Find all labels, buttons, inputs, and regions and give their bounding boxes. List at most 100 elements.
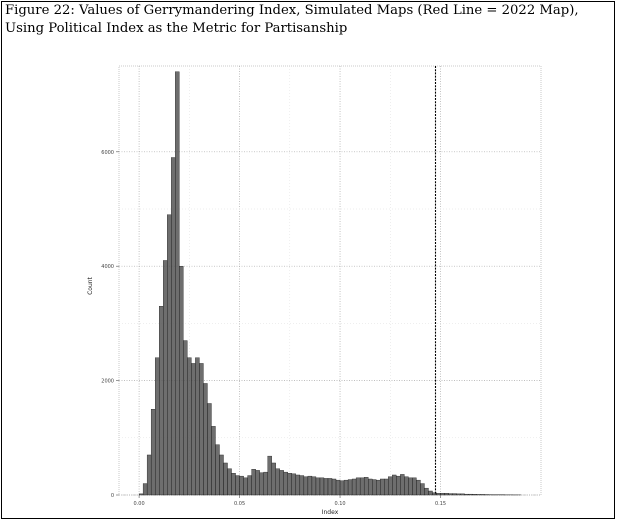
histogram-bar <box>315 477 321 496</box>
histogram-bar <box>287 473 292 496</box>
y-tick-label: 6000 <box>101 150 114 156</box>
histogram-bar <box>327 478 333 496</box>
histogram-bar <box>179 266 184 496</box>
histogram-bar <box>404 476 409 496</box>
histogram-bar <box>376 479 381 496</box>
histogram-bar <box>460 493 465 496</box>
histogram-bar <box>235 475 240 496</box>
histogram-bar <box>263 471 268 496</box>
histogram-bar <box>448 493 453 496</box>
histogram-bar <box>171 157 176 496</box>
histogram-bar <box>219 454 224 496</box>
histogram-bar <box>347 479 353 496</box>
histogram-bar <box>480 494 485 496</box>
histogram-bar <box>207 403 212 496</box>
x-tick-label: 0.00 <box>134 501 145 507</box>
histogram-bar <box>380 478 385 496</box>
histogram-bar <box>279 470 284 496</box>
histogram-bar <box>400 474 405 496</box>
histogram-bar <box>259 472 264 496</box>
histogram-bar <box>187 357 192 496</box>
histogram-bar <box>211 426 216 496</box>
histogram-bar <box>251 469 256 496</box>
histogram-bar <box>154 357 160 496</box>
histogram-bar <box>175 71 180 496</box>
histogram-bar <box>231 473 236 496</box>
histogram-bar <box>199 363 204 496</box>
histogram-bar <box>138 493 144 496</box>
histogram-bar <box>319 477 325 496</box>
x-tick-label: 0.10 <box>334 501 345 507</box>
histogram-bar <box>359 477 365 496</box>
histogram-bar <box>412 477 417 496</box>
histogram-bar <box>159 306 164 496</box>
histogram-bar <box>142 483 148 496</box>
histogram-bar <box>396 475 401 496</box>
histogram-bar <box>384 478 389 496</box>
histogram-bar <box>323 478 329 496</box>
histogram-bar <box>146 454 152 496</box>
histogram-bar <box>195 357 200 496</box>
histogram-bars <box>138 71 522 496</box>
histogram-bar <box>311 476 317 496</box>
histogram-bar <box>335 479 341 496</box>
histogram-bar <box>267 455 272 496</box>
histogram-bar <box>452 493 457 496</box>
figure-caption: Figure 22: Values of Gerrymandering Inde… <box>5 2 611 38</box>
histogram-bar <box>428 490 433 496</box>
caption-line-1: Figure 22: Values of Gerrymandering Inde… <box>5 3 579 18</box>
y-tick-label: 4000 <box>101 264 114 270</box>
histogram-bar <box>191 363 196 496</box>
histogram-bar <box>464 493 469 496</box>
histogram-bar <box>472 494 477 496</box>
histogram-bar <box>239 475 244 496</box>
histogram-bar <box>444 493 449 496</box>
histogram-bar <box>368 478 373 496</box>
x-tick-label: 0.05 <box>234 501 245 507</box>
histogram-bar <box>295 474 301 496</box>
histogram-bar <box>167 214 172 496</box>
histogram-bar <box>223 462 228 496</box>
histogram-bar <box>243 477 248 496</box>
histogram-bar <box>275 468 280 496</box>
histogram-bar <box>150 409 156 496</box>
histogram-bar <box>291 473 297 496</box>
histogram-bar <box>299 475 305 496</box>
histogram-bar <box>408 477 413 496</box>
y-axis-title: Count <box>87 276 94 294</box>
histogram-bar <box>468 493 473 496</box>
histogram-bar <box>456 493 461 496</box>
histogram-bar <box>351 478 357 496</box>
x-axis-title: Index <box>322 509 339 516</box>
histogram-bar <box>476 494 481 496</box>
histogram-bar <box>424 487 429 496</box>
histogram-bar <box>436 493 441 496</box>
histogram-bar <box>307 475 313 496</box>
histogram-bar <box>440 493 445 496</box>
histogram-bar <box>255 470 260 496</box>
histogram-bar <box>283 471 288 496</box>
histogram-bar <box>215 444 220 496</box>
histogram-bar <box>416 479 421 496</box>
histogram-bar <box>388 476 393 496</box>
histogram-bar <box>247 475 252 496</box>
histogram-bar <box>392 474 397 496</box>
histogram-bar <box>420 483 425 496</box>
y-axis-ticks: 0 2000 4000 6000 <box>101 150 119 499</box>
y-tick-label: 2000 <box>101 379 114 385</box>
histogram-bar <box>372 479 377 496</box>
histogram-bar <box>203 383 208 496</box>
histogram-bar <box>363 477 369 496</box>
histogram-bar <box>331 478 337 496</box>
histogram-bar <box>355 477 361 496</box>
y-tick-label: 0 <box>111 493 114 499</box>
histogram-bar <box>271 462 276 496</box>
x-axis-ticks: 0.00 0.05 0.10 0.15 <box>134 495 446 507</box>
histogram-bar <box>303 476 309 496</box>
histogram-bar <box>163 260 168 496</box>
x-tick-label: 0.15 <box>435 501 446 507</box>
histogram-bar <box>183 340 188 496</box>
histogram-bar <box>343 479 349 496</box>
histogram-bar <box>227 468 232 496</box>
